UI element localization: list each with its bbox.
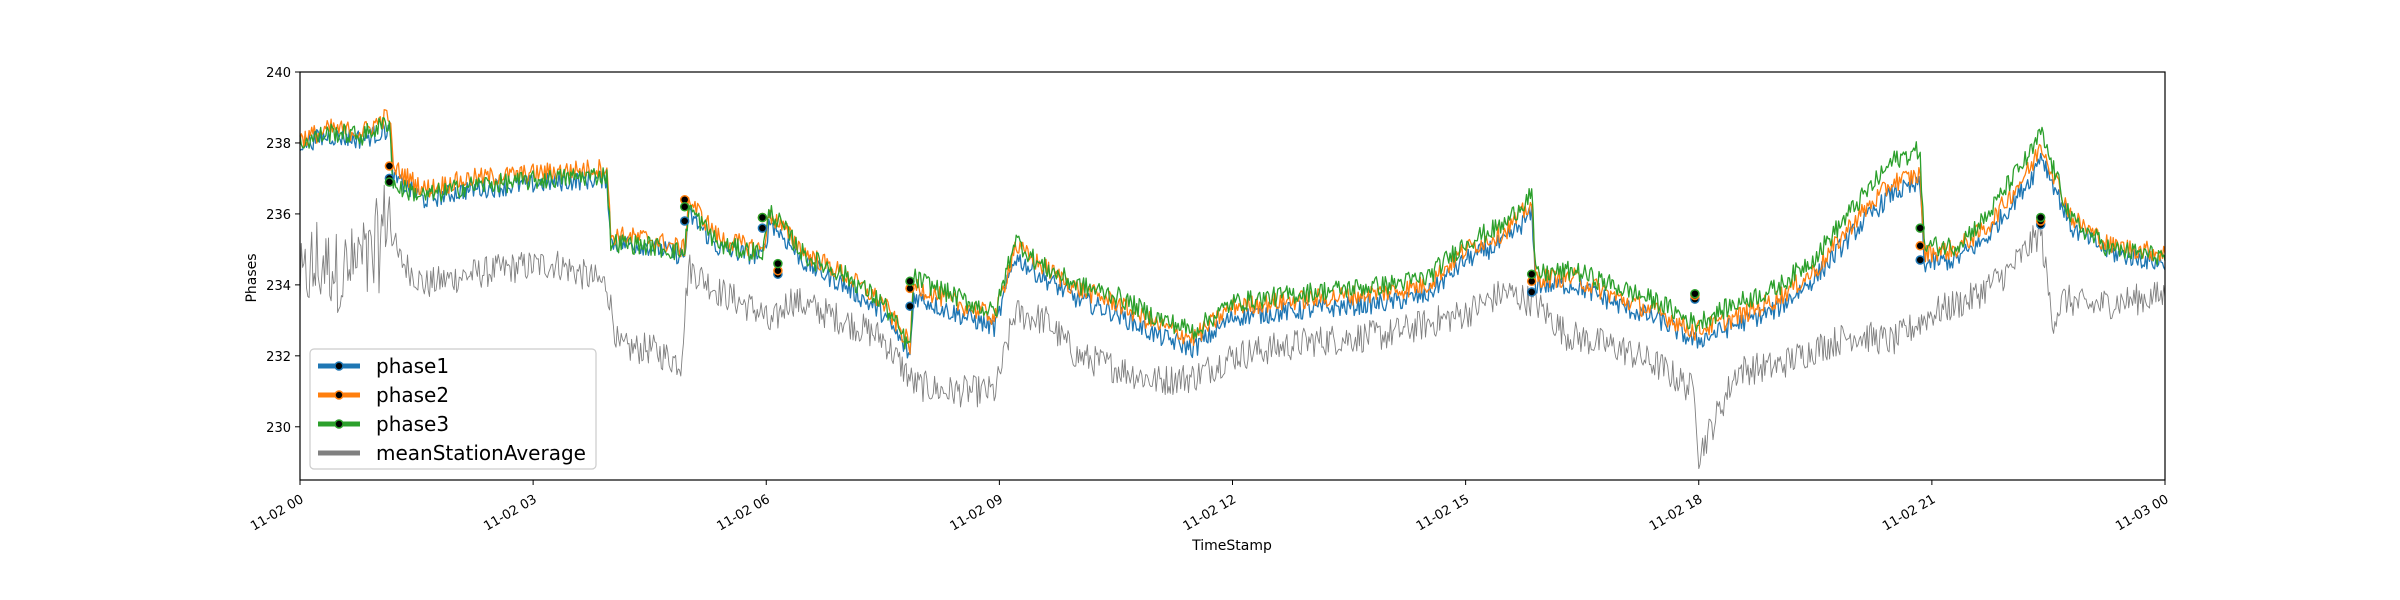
data-point-phase3: [757, 212, 768, 223]
series-line-meanstationaverage: [299, 184, 2166, 470]
y-tick-label: 230: [266, 421, 291, 436]
legend-marker-phase2: [334, 390, 344, 400]
data-point-phase3: [773, 258, 783, 269]
y-tick-label: 234: [266, 279, 291, 294]
legend-marker-phase1: [334, 361, 344, 371]
legend-label-phase2: phase2: [376, 383, 449, 407]
y-tick-label: 240: [266, 66, 291, 81]
y-tick-label: 236: [266, 208, 291, 223]
legend-marker-phase3: [334, 419, 344, 429]
data-point-phase3: [1915, 223, 1925, 233]
legend-label-meanstationaverage: meanStationAverage: [376, 441, 586, 465]
data-point-phase3: [1526, 269, 1537, 279]
data-point-phase2: [1915, 241, 1925, 251]
series-line-phase3: [299, 117, 2166, 350]
legend-label-phase1: phase1: [376, 354, 449, 378]
y-axis: 230 232 234 236 238 240: [266, 66, 300, 436]
data-point-phase2: [384, 161, 395, 171]
y-tick-label: 238: [266, 137, 291, 152]
y-tick-label: 232: [266, 350, 291, 365]
data-point-phase1: [1526, 287, 1537, 297]
data-point-phase3: [1690, 288, 1700, 299]
data-point-phase1: [905, 301, 915, 311]
legend-frame: [309, 348, 597, 470]
legend-label-phase3: phase3: [376, 412, 449, 436]
legend: phase1 phase2 phase3 meanStationAverage: [309, 348, 597, 470]
marker-layer: [384, 161, 2046, 311]
data-point-phase1: [1915, 255, 1925, 265]
data-point-phase3: [679, 202, 690, 212]
data-point-phase1: [679, 216, 690, 226]
data-point-phase1: [757, 223, 768, 233]
data-point-phase3: [905, 276, 915, 287]
y-axis-label: Phases: [244, 253, 260, 302]
series-layer: [299, 109, 2166, 470]
x-axis-label: TimeStamp: [1191, 538, 1272, 554]
data-point-phase3: [2035, 212, 2046, 223]
data-point-phase3: [384, 177, 395, 187]
